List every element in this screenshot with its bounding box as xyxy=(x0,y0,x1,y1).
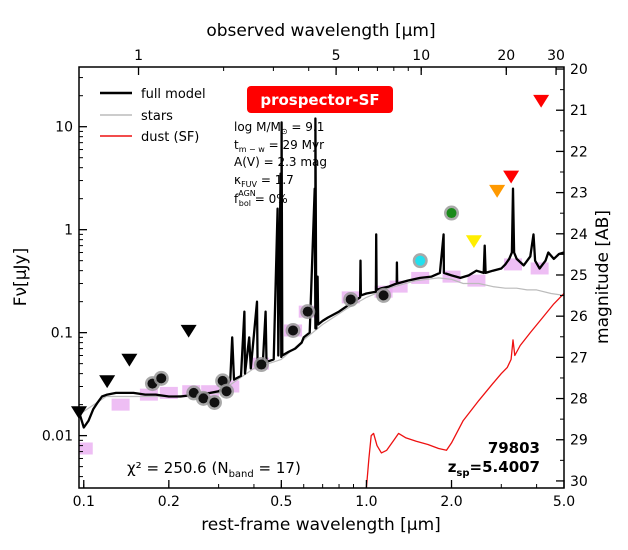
param-age: tm − w = 29 Myr xyxy=(234,138,324,154)
mag-tick-label-4: 24 xyxy=(570,227,588,243)
fit-badge: prospector-SF xyxy=(247,86,393,113)
top-axis-label: observed wavelength [μm] xyxy=(206,21,435,41)
x-tick-label-1: 0.2 xyxy=(158,494,180,510)
phot-point-9 xyxy=(302,306,313,317)
fit-badge-text: prospector-SF xyxy=(260,91,379,109)
series-line-stars xyxy=(79,277,564,416)
mag-tick-label-10: 30 xyxy=(570,474,588,490)
object-id: 79803 xyxy=(488,439,540,457)
series-line-full-model xyxy=(79,117,564,429)
top-tick-label-0: 1 xyxy=(134,48,143,64)
right-axis-label: magnitude [AB] xyxy=(593,210,613,344)
series-line-dust-sf- xyxy=(365,293,564,488)
phot-point-6 xyxy=(221,386,232,397)
top-tick-label-3: 20 xyxy=(497,48,515,64)
mag-tick-label-3: 23 xyxy=(570,186,588,202)
left-axis-label: Fν[μJy] xyxy=(11,248,31,306)
param-kappa: κFUV = 1.7 xyxy=(234,173,294,189)
top-tick-label-4: 30 xyxy=(547,48,565,64)
bottom-axis-label: rest-frame wavelength [μm] xyxy=(201,515,441,535)
phot-point-8 xyxy=(288,325,299,336)
chi2-annotation: χ² = 250.6 (Nband = 17) xyxy=(127,459,301,480)
upper-limit-layer xyxy=(71,94,550,420)
legend-label-stars: stars xyxy=(141,109,173,124)
x-tick-label-2: 0.5 xyxy=(270,494,292,510)
x-axis-bottom: 0.1 0.2 0.5 1.0 2.0 5.0 xyxy=(73,480,575,510)
x-tick-label-4: 2.0 xyxy=(440,494,462,510)
series-layer xyxy=(79,117,564,488)
upper-limit-2 xyxy=(121,353,138,367)
x-tick-label-5: 5.0 xyxy=(553,494,575,510)
phot-point-2 xyxy=(188,387,199,398)
mag-tick-label-9: 29 xyxy=(570,433,588,449)
mag-tick-label-6: 26 xyxy=(570,309,588,325)
phot-point-10 xyxy=(345,294,356,305)
model-phot-box-0 xyxy=(79,442,93,455)
photometry-layer xyxy=(144,205,460,410)
y-tick-label-0: 10 xyxy=(55,120,73,136)
x-tick-label-3: 1.0 xyxy=(355,494,377,510)
legend: full model stars dust (SF) xyxy=(100,87,206,145)
phot-point-3 xyxy=(198,393,209,404)
fit-badge-box xyxy=(247,86,393,113)
plot-frame xyxy=(78,66,565,489)
top-tick-label-1: 5 xyxy=(332,48,341,64)
mag-tick-label-2: 22 xyxy=(570,144,588,160)
phot-point-5 xyxy=(217,375,228,386)
mag-tick-label-7: 27 xyxy=(570,350,588,366)
y-axis-right: 20 21 22 23 24 25 26 27 28 29 30 xyxy=(556,62,588,490)
mag-tick-label-1: 21 xyxy=(570,103,588,119)
mag-tick-label-0: 20 xyxy=(570,62,588,78)
mag-tick-label-8: 28 xyxy=(570,392,588,408)
param-mass: log M/M⊙ = 9.1 xyxy=(234,120,324,136)
upper-limit-6 xyxy=(503,170,520,184)
y-axis-left: 10 1 0.1 0.01 xyxy=(42,77,87,478)
redshift-label: zsp=5.4007 xyxy=(448,458,540,479)
y-tick-label-1: 1 xyxy=(64,223,73,239)
mag-tick-label-5: 25 xyxy=(570,268,588,284)
model-phot-box-1 xyxy=(111,398,130,411)
x-axis-top: 1 5 10 20 30 xyxy=(134,48,565,75)
param-av: A(V) = 2.3 mag xyxy=(234,155,327,169)
phot-point-1 xyxy=(156,373,167,384)
x-tick-label-0: 0.1 xyxy=(73,494,95,510)
y-tick-label-2: 0.1 xyxy=(51,326,73,342)
phot-point-12 xyxy=(415,255,426,266)
phot-point-7 xyxy=(256,359,267,370)
phot-point-13 xyxy=(446,208,457,219)
fit-parameters: log M/M⊙ = 9.1 tm − w = 29 Myr A(V) = 2.… xyxy=(234,120,327,208)
legend-label-full-model: full model xyxy=(141,87,206,102)
upper-limit-3 xyxy=(180,324,197,338)
upper-limit-1 xyxy=(99,375,116,389)
upper-limit-7 xyxy=(533,94,550,108)
param-fagn: fAGN bol = 0% xyxy=(234,189,288,208)
upper-limit-4 xyxy=(465,235,482,248)
y-tick-label-3: 0.01 xyxy=(42,429,73,445)
phot-point-11 xyxy=(378,290,389,301)
legend-label-dust: dust (SF) xyxy=(141,130,199,145)
top-tick-label-2: 10 xyxy=(412,48,430,64)
phot-point-4 xyxy=(209,397,220,408)
upper-limit-5 xyxy=(489,184,506,198)
